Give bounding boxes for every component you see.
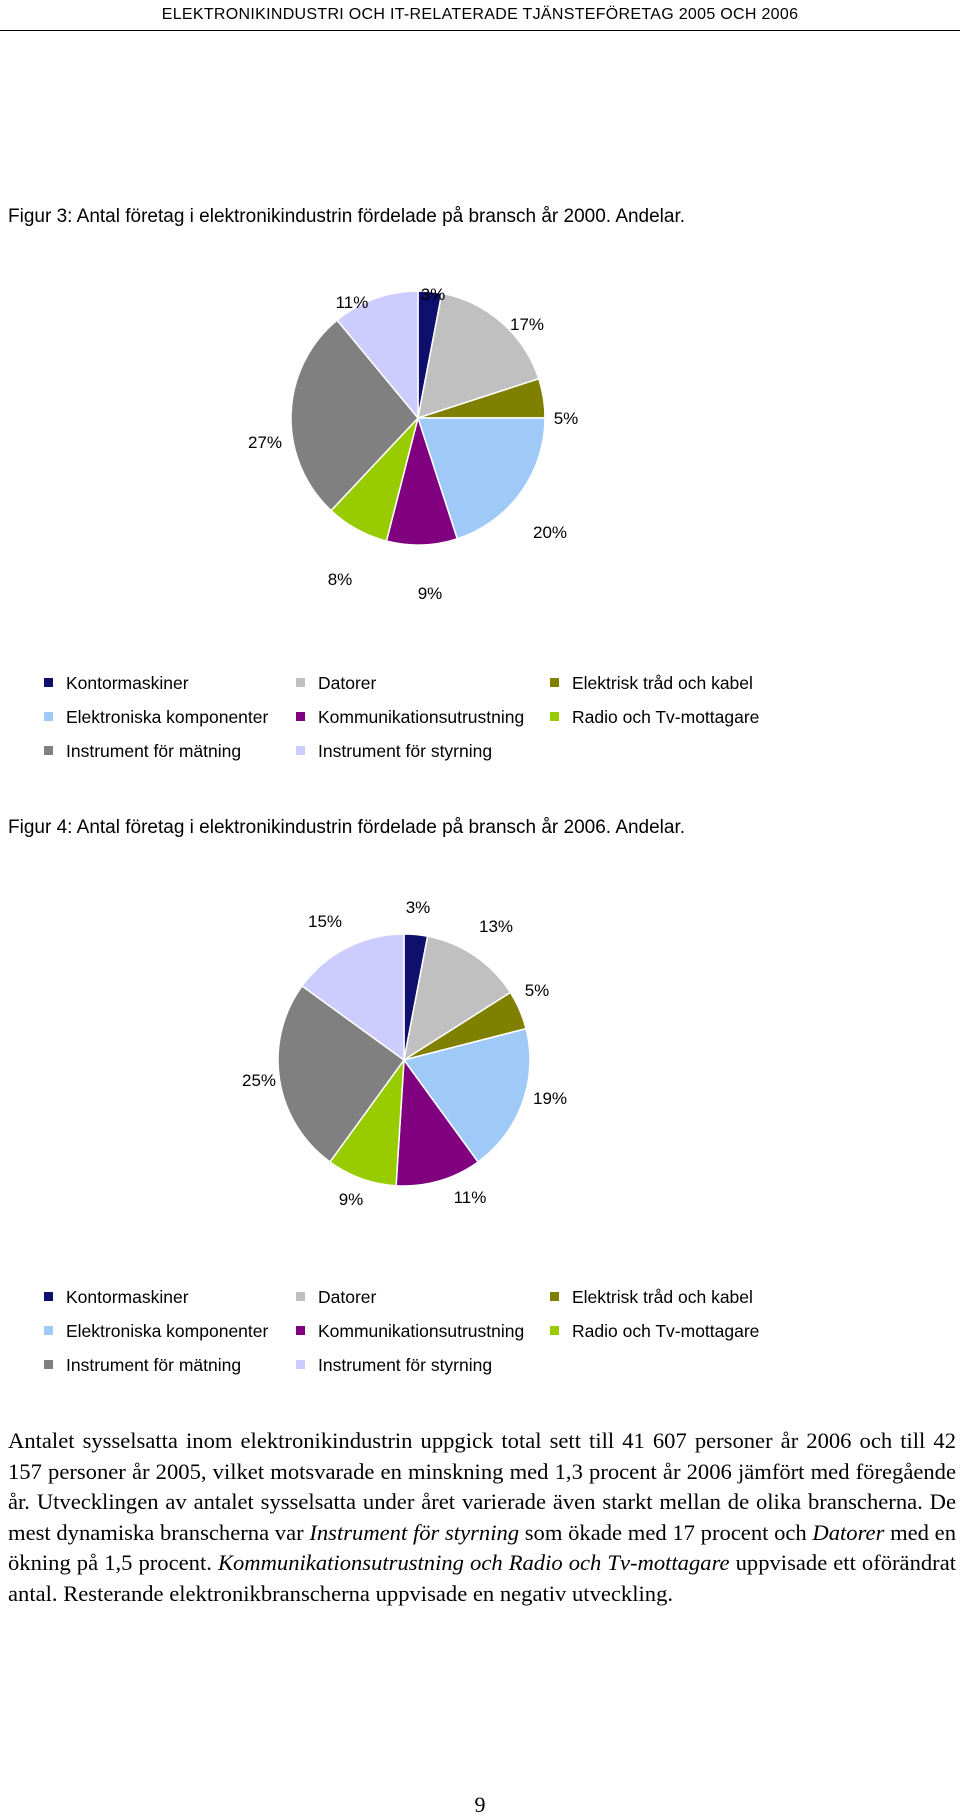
legend-label: Kommunikationsutrustning <box>318 1321 525 1341</box>
legend-label: Instrument för mätning <box>66 741 242 761</box>
pie-chart-2000: 3% 17% 5% 20% 9% 8% 27% 11% <box>248 285 579 603</box>
legend-2006: Kontormaskiner Datorer Elektrisk tråd och … <box>0 1287 960 1397</box>
legend-swatch <box>296 1292 305 1301</box>
running-header: ELEKTRONIKINDUSTRI OCH IT-RELATERADE TJÄ… <box>0 0 960 31</box>
legend-swatch <box>550 1326 559 1335</box>
body-emphasis-2: Datorer <box>812 1519 885 1545</box>
body-emphasis-3: Kommunikationsutrustning och Radio och T… <box>217 1550 730 1576</box>
legend-swatch <box>44 712 53 721</box>
pie-data-label: 9% <box>339 1190 364 1209</box>
legend-swatch <box>44 746 53 755</box>
pie-data-label: 20% <box>533 523 567 542</box>
legend-label: Instrument för styrning <box>318 1355 493 1375</box>
pie-data-label: 3% <box>406 898 431 917</box>
legend-swatch <box>296 746 305 755</box>
body-text-part-4: uppvisade ett oförändrat antal. Resteran… <box>8 1550 956 1606</box>
legend-swatch <box>296 1360 305 1369</box>
figure-3-caption: Figur 3: Antal företag i elektronikindus… <box>8 206 686 227</box>
pie-data-label: 17% <box>510 315 544 334</box>
legend-swatch <box>296 712 305 721</box>
pie-slice-7 <box>277 984 406 1163</box>
legend-label: Instrument för styrning <box>318 741 493 761</box>
legend-swatch <box>550 712 559 721</box>
legend-label: Elektrisk tråd och kabel <box>572 673 753 693</box>
legend-label: Datorer <box>318 673 377 693</box>
legend-label: Elektrisk tråd och kabel <box>572 1287 753 1307</box>
pie-data-label: 25% <box>242 1071 276 1090</box>
pie-slice-4 <box>416 417 546 540</box>
pie-data-label: 11% <box>336 293 369 312</box>
legend-label: Kommunikationsutrustning <box>318 707 525 727</box>
pie-data-label: 9% <box>418 584 443 603</box>
pie-data-label: 19% <box>533 1089 567 1108</box>
legend-label: Radio och Tv-mottagare <box>572 707 760 727</box>
legend-label: Radio och Tv-mottagare <box>572 1321 760 1341</box>
legend-label: Kontormaskiner <box>66 1287 189 1307</box>
legend-swatch <box>44 1292 53 1301</box>
body-emphasis-1: Instrument för styrning <box>309 1519 520 1545</box>
legend-swatch <box>44 1360 53 1369</box>
pie-slice-4 <box>402 1027 531 1163</box>
legend-swatch <box>296 678 305 687</box>
pie-slice-5 <box>395 1057 480 1187</box>
pie-slice-8 <box>335 290 419 421</box>
pie-data-label: 5% <box>554 409 579 428</box>
legend-swatch <box>550 678 559 687</box>
page-number: 9 <box>474 1792 486 1817</box>
pie-data-label: 15% <box>308 912 342 931</box>
legend-label: Datorer <box>318 1287 377 1307</box>
pie-slice-7 <box>290 319 419 512</box>
body-text-part-1: Antalet sysselsatta inom elektronikindus… <box>8 1428 956 1545</box>
legend-label: Elektroniska komponenter <box>66 1321 269 1341</box>
pie-slice-8 <box>301 933 405 1062</box>
pie-slice-2 <box>402 935 512 1062</box>
pie-chart-2006: 3% 13% 5% 19% 11% 9% 25% 15% <box>242 898 567 1209</box>
pie-data-label: 27% <box>248 433 282 452</box>
pie-data-label: 8% <box>328 570 353 589</box>
legend-swatch <box>44 678 53 687</box>
running-title: ELEKTRONIKINDUSTRI OCH IT-RELATERADE TJÄ… <box>161 6 799 23</box>
legend-swatch <box>44 1326 53 1335</box>
pie-data-label: 3% <box>421 285 446 304</box>
pie-data-label: 5% <box>525 981 550 1000</box>
figure-4-caption: Figur 4: Antal företag i elektronikindus… <box>8 817 686 838</box>
legend-label: Kontormaskiner <box>66 673 189 693</box>
legend-label: Instrument för mätning <box>66 1355 242 1375</box>
body-text-part-2: som ökade med 17 procent och <box>519 1519 813 1545</box>
legend-2000: Kontormaskiner Datorer Elektrisk tråd och … <box>0 673 960 783</box>
body-text-part-3: med en ökning på 1,5 procent. <box>8 1519 956 1576</box>
body-paragraph: Antalet sysselsatta inom elektronikindus… <box>8 1426 956 1610</box>
legend-label: Elektroniska komponenter <box>66 707 269 727</box>
pie-slice-2 <box>417 292 540 420</box>
pie-data-label: 13% <box>479 917 513 936</box>
legend-swatch <box>550 1292 559 1301</box>
pie-data-label: 11% <box>454 1188 487 1207</box>
legend-swatch <box>296 1326 305 1335</box>
